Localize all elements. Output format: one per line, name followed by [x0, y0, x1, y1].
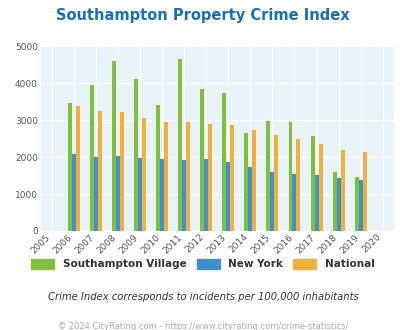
- Bar: [160, 158, 164, 231]
- Bar: [332, 172, 336, 231]
- Bar: [362, 151, 366, 231]
- Bar: [222, 93, 226, 231]
- Bar: [340, 150, 344, 231]
- Bar: [270, 172, 274, 231]
- Bar: [68, 103, 72, 231]
- Bar: [296, 139, 300, 231]
- Bar: [142, 118, 145, 231]
- Bar: [230, 125, 234, 231]
- Bar: [182, 160, 185, 231]
- Bar: [248, 167, 252, 231]
- Text: Southampton Property Crime Index: Southampton Property Crime Index: [56, 8, 349, 23]
- Bar: [178, 59, 182, 231]
- Bar: [119, 112, 124, 231]
- Bar: [336, 178, 340, 231]
- Bar: [138, 158, 142, 231]
- Bar: [134, 80, 138, 231]
- Text: © 2024 CityRating.com - https://www.cityrating.com/crime-statistics/: © 2024 CityRating.com - https://www.city…: [58, 322, 347, 330]
- Bar: [90, 85, 94, 231]
- Bar: [98, 111, 102, 231]
- Text: Crime Index corresponds to incidents per 100,000 inhabitants: Crime Index corresponds to incidents per…: [47, 292, 358, 302]
- Bar: [115, 156, 119, 231]
- Bar: [244, 133, 248, 231]
- Bar: [185, 122, 190, 231]
- Legend: Southampton Village, New York, National: Southampton Village, New York, National: [27, 254, 378, 273]
- Bar: [208, 124, 211, 231]
- Bar: [72, 154, 75, 231]
- Bar: [314, 175, 318, 231]
- Bar: [94, 157, 98, 231]
- Bar: [252, 130, 256, 231]
- Bar: [354, 178, 358, 231]
- Bar: [112, 61, 115, 231]
- Bar: [288, 121, 292, 231]
- Bar: [292, 174, 296, 231]
- Bar: [274, 135, 278, 231]
- Bar: [164, 121, 168, 231]
- Bar: [226, 162, 230, 231]
- Bar: [156, 105, 160, 231]
- Bar: [266, 121, 270, 231]
- Bar: [200, 89, 204, 231]
- Bar: [204, 158, 208, 231]
- Bar: [310, 136, 314, 231]
- Bar: [318, 144, 322, 231]
- Bar: [358, 180, 362, 231]
- Bar: [75, 107, 79, 231]
